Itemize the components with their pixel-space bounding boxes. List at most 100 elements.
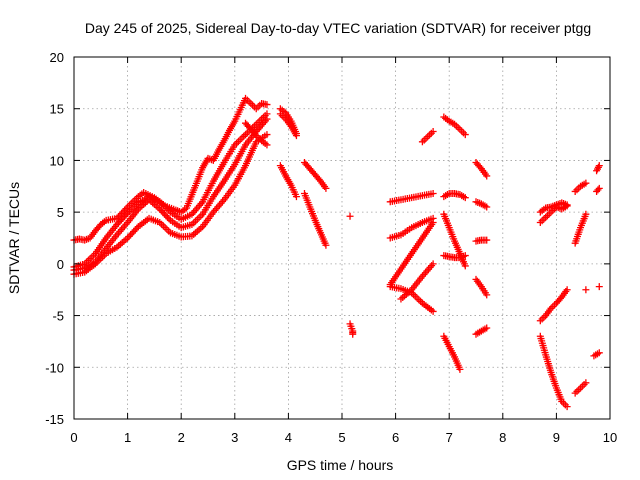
data-series	[276, 110, 300, 140]
data-point	[429, 127, 437, 135]
x-tick-label: 4	[285, 430, 292, 445]
data-series	[386, 218, 437, 289]
data-point	[127, 231, 135, 239]
data-series	[386, 214, 437, 242]
data-point	[349, 330, 357, 338]
data-point	[563, 403, 571, 411]
data-point	[191, 229, 199, 237]
data-point	[163, 213, 171, 221]
y-tick-label: 20	[50, 50, 64, 65]
data-point	[160, 210, 168, 218]
data-point	[429, 218, 437, 226]
data-point	[116, 217, 124, 225]
data-point	[429, 260, 437, 268]
data-point	[575, 386, 583, 394]
data-point	[161, 224, 169, 232]
data-point	[461, 131, 469, 139]
data-series	[386, 190, 437, 206]
data-point	[577, 384, 585, 392]
data-point	[595, 283, 603, 291]
data-point	[582, 179, 590, 187]
data-series	[571, 179, 590, 195]
data-point	[540, 215, 548, 223]
data-point	[263, 131, 271, 139]
data-series	[582, 286, 590, 294]
data-point	[128, 229, 136, 237]
data-series	[346, 212, 354, 220]
y-axis-label: SDTVAR / TECUs	[6, 182, 22, 294]
data-point	[458, 127, 466, 135]
data-point	[322, 241, 330, 249]
data-point	[346, 212, 354, 220]
data-series	[536, 202, 571, 226]
data-point	[547, 208, 555, 216]
data-series	[536, 332, 571, 411]
data-point	[456, 125, 464, 133]
data-point	[233, 139, 241, 147]
data-point	[571, 389, 579, 397]
data-series	[472, 236, 491, 245]
data-point	[483, 172, 491, 180]
data-series	[571, 379, 590, 397]
data-series	[276, 162, 300, 201]
data-series	[70, 131, 271, 278]
data-point	[116, 240, 124, 248]
data-series	[595, 283, 603, 291]
data-point	[163, 225, 171, 233]
data-series	[300, 158, 330, 192]
data-point	[427, 129, 435, 137]
data-point	[131, 226, 139, 234]
data-point	[197, 212, 205, 220]
data-point	[156, 205, 164, 213]
data-point	[483, 236, 491, 244]
y-tick-label: -10	[45, 360, 64, 375]
data-point	[429, 190, 437, 198]
data-series	[590, 349, 603, 360]
data-point	[256, 101, 264, 109]
data-point	[195, 214, 203, 222]
x-tick-label: 3	[231, 430, 238, 445]
data-point	[159, 222, 167, 230]
data-point	[595, 184, 603, 192]
data-series	[418, 127, 437, 146]
data-point	[397, 295, 405, 303]
data-series	[440, 252, 469, 262]
data-point	[121, 212, 129, 220]
data-point	[118, 239, 126, 247]
data-point	[113, 221, 121, 229]
data-point	[411, 292, 419, 300]
data-point	[322, 184, 330, 192]
data-point	[191, 217, 199, 225]
data-point	[292, 132, 300, 140]
data-point	[543, 212, 551, 220]
data-point	[595, 349, 603, 357]
data-point	[159, 208, 167, 216]
data-point	[595, 162, 603, 170]
data-point	[238, 134, 246, 142]
data-point	[157, 207, 165, 215]
data-point	[563, 202, 571, 210]
grid	[74, 57, 610, 419]
data-point	[549, 303, 557, 311]
x-tick-label: 1	[124, 430, 131, 445]
data-point	[418, 138, 426, 146]
data-point	[582, 379, 590, 387]
x-tick-label: 5	[338, 430, 345, 445]
data-point	[454, 124, 462, 132]
x-axis: 0 1 2 3 4 5 6 7 8 9 10	[70, 57, 617, 445]
data-point	[571, 187, 579, 195]
data-point	[417, 297, 425, 305]
data-point	[545, 210, 553, 218]
data-series	[571, 210, 590, 247]
data-point	[594, 186, 602, 194]
data-point	[162, 212, 170, 220]
data-series	[472, 275, 491, 299]
data-point	[563, 286, 571, 294]
data-point	[86, 255, 94, 263]
data-marks	[70, 94, 603, 411]
data-point	[120, 237, 128, 245]
data-point	[429, 307, 437, 315]
data-point	[456, 365, 464, 373]
data-point	[536, 317, 544, 325]
